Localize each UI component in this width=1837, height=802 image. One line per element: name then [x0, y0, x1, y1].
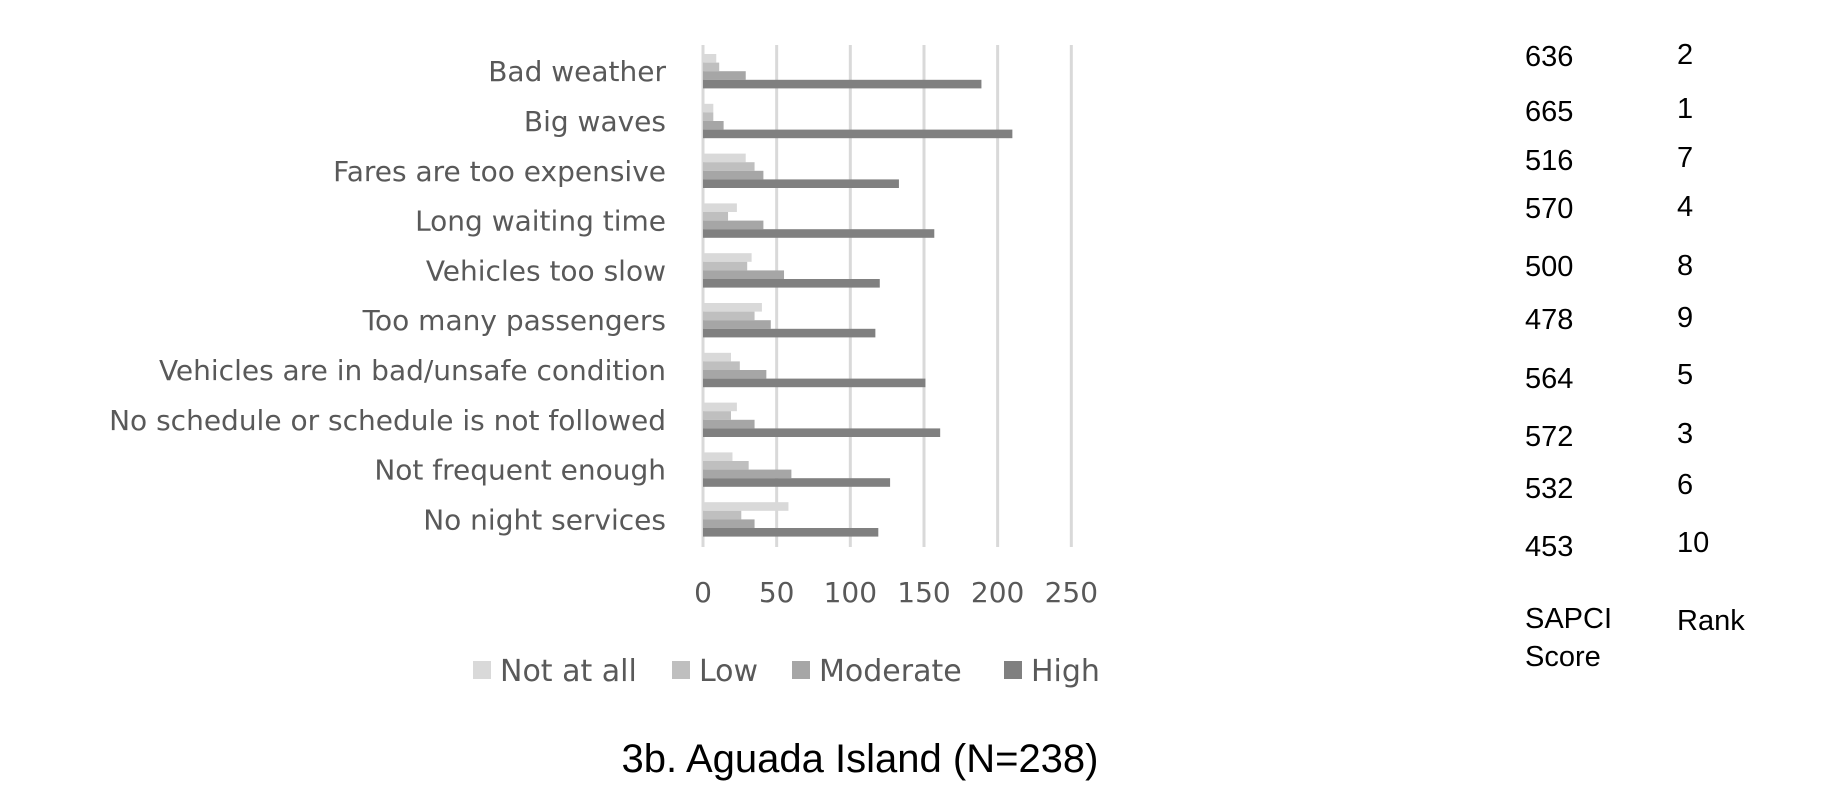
- bar-high-3: [703, 179, 899, 188]
- bar-not-at-all-3: [703, 153, 746, 163]
- bar-low-8: [703, 411, 731, 420]
- bar-not-at-all-2: [703, 103, 714, 113]
- chart-title: 3b. Aguada Island (N=238): [621, 737, 1098, 781]
- bar-not-at-all-9: [703, 452, 733, 461]
- category-labels: Bad weather Big waves Fares are too expens…: [109, 55, 666, 536]
- legend-label-moderate: Moderate: [819, 654, 962, 689]
- category-label: Bad weather: [488, 55, 666, 88]
- x-tick-label: 0: [694, 576, 712, 609]
- bar-not-at-all-8: [703, 402, 737, 412]
- legend-label-low: Low: [699, 654, 758, 689]
- bar-moderate-2: [703, 121, 724, 130]
- rank-value: 9: [1677, 302, 1693, 334]
- bar-high-2: [703, 129, 1013, 139]
- bar-moderate-8: [703, 419, 755, 429]
- x-tick-label: 200: [971, 576, 1024, 609]
- x-tick-label: 150: [897, 576, 950, 609]
- rank-value: 3: [1677, 418, 1693, 450]
- sapci-score: 500: [1525, 251, 1573, 283]
- bar-high-7: [703, 378, 926, 388]
- sapci-score: 532: [1525, 473, 1573, 505]
- bar-high-1: [703, 79, 982, 89]
- bar-high-5: [703, 279, 880, 288]
- legend-label-high: High: [1031, 654, 1100, 689]
- legend-swatch-moderate: [792, 661, 810, 679]
- sapci-score: 636: [1525, 41, 1573, 73]
- sapci-header-line-1: SAPCI: [1525, 603, 1612, 635]
- bar-moderate-7: [703, 370, 767, 379]
- rank-value: 2: [1677, 39, 1693, 71]
- sapci-header-line-2: Score: [1525, 641, 1601, 673]
- bar-high-9: [703, 478, 891, 487]
- bar-moderate-6: [703, 320, 771, 329]
- sapci-score-column: 636 665 516 570 500 478 564 572 532 453: [1525, 41, 1573, 563]
- sapci-score: 564: [1525, 363, 1573, 395]
- x-axis-ticks: 0 50 100 150 200 250: [694, 576, 1098, 609]
- bar-not-at-all-1: [703, 54, 717, 63]
- rank-column: 2 1 7 4 8 9 5 3 6 10: [1677, 39, 1709, 559]
- rank-value: 6: [1677, 469, 1693, 501]
- legend-swatch-high: [1004, 661, 1022, 679]
- category-label: Long waiting time: [415, 205, 666, 238]
- sapci-score: 516: [1525, 145, 1573, 177]
- sapci-score: 478: [1525, 304, 1573, 336]
- category-label: No night services: [423, 503, 666, 536]
- bar-high-10: [703, 528, 879, 537]
- rank-value: 8: [1677, 250, 1693, 282]
- bar-low-9: [703, 461, 749, 470]
- x-tick-label: 50: [759, 576, 795, 609]
- legend-swatch-not-at-all: [473, 661, 491, 679]
- bar-high-4: [703, 229, 935, 238]
- bar-low-10: [703, 510, 742, 520]
- rank-value: 10: [1677, 527, 1709, 559]
- rank-value: 1: [1677, 93, 1693, 125]
- category-label: Vehicles are in bad/unsafe condition: [159, 354, 666, 387]
- category-label: Vehicles too slow: [426, 254, 666, 287]
- bar-low-1: [703, 62, 720, 72]
- rank-value: 7: [1677, 142, 1693, 174]
- x-tick-label: 250: [1045, 576, 1098, 609]
- legend: Not at all Low Moderate High: [473, 654, 1100, 689]
- x-tick-label: 100: [824, 576, 877, 609]
- bar-low-5: [703, 261, 748, 271]
- bar-not-at-all-4: [703, 203, 737, 212]
- category-label: Big waves: [524, 105, 666, 138]
- bar-not-at-all-7: [703, 352, 731, 362]
- bar-low-6: [703, 311, 755, 321]
- bar-moderate-4: [703, 220, 764, 230]
- legend-label-not-at-all: Not at all: [500, 654, 637, 689]
- sapci-score: 572: [1525, 421, 1573, 453]
- category-label: Too many passengers: [362, 304, 666, 337]
- bar-not-at-all-5: [703, 253, 752, 262]
- bar-low-4: [703, 212, 729, 221]
- bar-high-8: [703, 428, 941, 437]
- bar-moderate-5: [703, 270, 785, 279]
- bar-not-at-all-6: [703, 303, 762, 312]
- category-label: Fares are too expensive: [333, 155, 666, 188]
- rank-value: 5: [1677, 359, 1693, 391]
- sapci-score: 570: [1525, 193, 1573, 225]
- bars: [703, 54, 1013, 537]
- legend-swatch-low: [672, 661, 690, 679]
- bar-low-3: [703, 162, 755, 171]
- rank-header: Rank: [1677, 605, 1745, 637]
- rank-value: 4: [1677, 191, 1693, 223]
- category-label: No schedule or schedule is not followed: [109, 404, 666, 437]
- category-label: Not frequent enough: [374, 454, 666, 487]
- bar-low-7: [703, 361, 740, 370]
- bar-moderate-9: [703, 469, 792, 479]
- sapci-score: 453: [1525, 531, 1573, 563]
- bar-low-2: [703, 112, 714, 121]
- bar-moderate-1: [703, 71, 746, 80]
- bar-moderate-10: [703, 519, 755, 528]
- bar-high-6: [703, 328, 876, 338]
- bar-not-at-all-10: [703, 502, 789, 511]
- sapci-score: 665: [1525, 96, 1573, 128]
- bar-moderate-3: [703, 170, 764, 180]
